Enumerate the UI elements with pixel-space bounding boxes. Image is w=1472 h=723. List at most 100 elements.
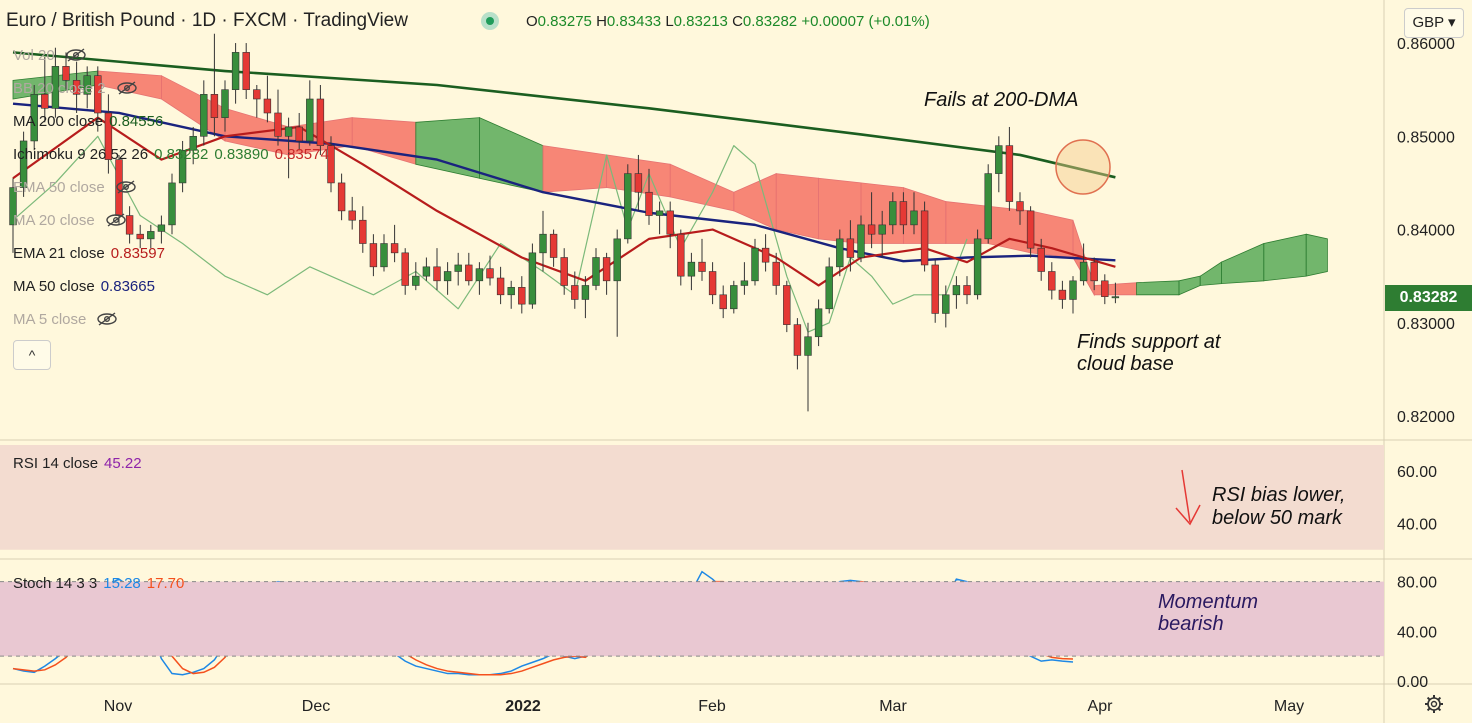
candle-body xyxy=(613,238,621,282)
candle-body xyxy=(602,257,611,282)
symbol-title[interactable]: Euro / British Pound · 1D · FXCM · Tradi… xyxy=(6,10,408,31)
price-tick-label: 0.85000 xyxy=(1397,129,1455,146)
ichimoku-cloud-bear xyxy=(733,172,777,231)
candle xyxy=(772,252,780,295)
currency-selector[interactable]: GBP ▾ xyxy=(1404,8,1464,38)
stoch-legend[interactable]: Stoch 14 3 3 15.28 17.70 xyxy=(13,575,190,592)
candle-body xyxy=(422,266,431,277)
candle-body xyxy=(549,233,558,258)
candle-body xyxy=(518,287,526,305)
candle xyxy=(348,196,356,230)
candle xyxy=(857,215,865,263)
candle xyxy=(518,276,526,314)
candle-body xyxy=(200,94,208,137)
candle-body xyxy=(327,145,335,184)
legend-item[interactable]: Vol 20 xyxy=(13,47,87,64)
candle-body xyxy=(560,257,568,286)
legend-item[interactable]: EMA 50 close xyxy=(13,179,137,196)
candle-body xyxy=(210,94,219,118)
candle-body xyxy=(9,187,17,226)
candle xyxy=(1005,126,1014,211)
candle-body xyxy=(984,173,992,240)
candle-body xyxy=(94,75,102,114)
candle xyxy=(528,243,537,309)
candle xyxy=(507,280,515,309)
legend-item-value: 0.83282 xyxy=(154,146,209,163)
eye-hidden-icon[interactable] xyxy=(96,312,118,326)
eye-hidden-icon[interactable] xyxy=(116,81,138,95)
legend-item[interactable]: MA 50 close 0.83665 xyxy=(13,278,155,295)
high-label: H xyxy=(596,13,607,30)
legend-item[interactable]: MA 200 close 0.84556 xyxy=(13,113,163,130)
candle-body xyxy=(1090,261,1098,282)
chevron-down-icon: ▾ xyxy=(1448,14,1456,31)
legend-item[interactable]: MA 5 close xyxy=(13,311,118,328)
candle-body xyxy=(1005,145,1014,202)
close-label: C xyxy=(732,13,743,30)
candle xyxy=(295,112,303,151)
candle-body xyxy=(316,98,325,146)
candle xyxy=(549,229,558,267)
legend-item[interactable]: MA 20 close xyxy=(13,212,127,229)
candle xyxy=(337,173,346,221)
candle-body xyxy=(486,268,494,279)
candle xyxy=(963,276,971,305)
gear-icon[interactable] xyxy=(1424,694,1444,714)
candle xyxy=(274,89,282,146)
candle-body xyxy=(825,266,833,310)
candle-body xyxy=(942,294,950,314)
candle-body xyxy=(857,224,865,258)
candle xyxy=(380,234,388,272)
candle xyxy=(751,238,759,286)
high-value: 0.83433 xyxy=(606,13,662,30)
candle-body xyxy=(390,243,399,254)
candle-body xyxy=(889,201,897,226)
ichimoku-cloud-bull xyxy=(1178,275,1201,296)
candle xyxy=(878,210,886,258)
eye-hidden-icon[interactable] xyxy=(115,180,137,194)
rsi-legend[interactable]: RSI 14 close 45.22 xyxy=(13,455,148,472)
eye-hidden-icon[interactable] xyxy=(65,48,87,62)
candle xyxy=(730,280,738,314)
candle-body xyxy=(359,219,367,244)
legend-item[interactable]: BB 20 close 2 xyxy=(13,80,138,97)
candle-body xyxy=(1069,280,1077,300)
annotation-fails-200dma: Fails at 200-DMA xyxy=(924,89,1079,111)
candle xyxy=(327,136,335,193)
legend-item-label: Vol 20 xyxy=(13,47,55,64)
candle-body xyxy=(666,210,674,235)
candle xyxy=(433,248,441,291)
candle xyxy=(306,80,314,146)
stoch-tick-label: 80.00 xyxy=(1397,575,1437,592)
candle xyxy=(94,66,102,132)
candle xyxy=(253,85,261,118)
candle xyxy=(761,234,770,272)
candle-body xyxy=(1016,201,1024,212)
candle xyxy=(602,252,611,295)
legend-item[interactable]: Ichimoku 9 26 52 26 0.83282 0.83890 0.83574 xyxy=(13,146,329,163)
candle xyxy=(1069,276,1077,314)
candle xyxy=(687,252,696,291)
time-tick-label: Nov xyxy=(104,698,132,715)
collapse-legend-button[interactable]: ^ xyxy=(13,340,51,370)
candle-body xyxy=(740,280,749,286)
candle-body xyxy=(178,149,187,184)
candle xyxy=(136,224,144,249)
candle-body xyxy=(772,261,780,286)
time-tick-label: May xyxy=(1274,698,1304,715)
candle-body xyxy=(454,264,462,272)
price-tick-label: 0.86000 xyxy=(1397,36,1455,53)
eye-hidden-icon[interactable] xyxy=(105,213,127,227)
currency-label: GBP xyxy=(1412,14,1444,31)
legend-item-value: 0.83665 xyxy=(100,278,155,295)
legend-item[interactable]: EMA 21 close 0.83597 xyxy=(13,245,165,262)
annotation-momentum-line1: Momentum xyxy=(1158,591,1258,613)
legend-item-label: Ichimoku 9 26 52 26 xyxy=(13,146,149,163)
candle xyxy=(783,280,791,333)
ichimoku-cloud-bull xyxy=(1199,261,1222,286)
candle xyxy=(412,262,420,291)
candle xyxy=(645,168,653,225)
candle-body xyxy=(751,247,759,282)
chart-header: Euro / British Pound · 1D · FXCM · Tradi… xyxy=(0,0,1384,44)
ichimoku-cloud-bear xyxy=(542,145,607,193)
